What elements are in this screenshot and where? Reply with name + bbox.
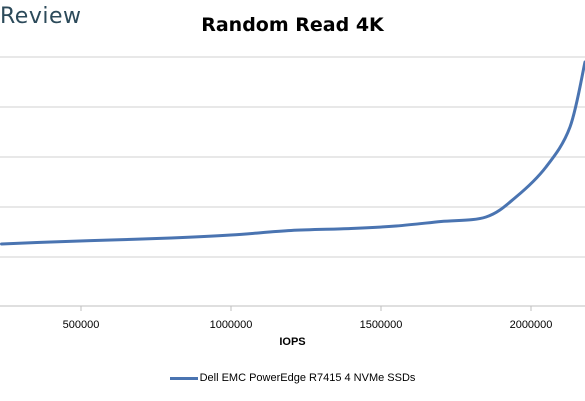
gridlines bbox=[0, 56, 585, 307]
x-tick-label: 1000000 bbox=[210, 319, 253, 331]
series-layer bbox=[0, 60, 585, 246]
series-line bbox=[0, 60, 585, 246]
x-axis-label: IOPS bbox=[279, 336, 306, 348]
chart-title: Random Read 4K bbox=[201, 14, 384, 36]
x-tick-label: 500000 bbox=[63, 319, 100, 331]
brand-logo: Review bbox=[0, 4, 82, 29]
legend-series-name: Dell EMC PowerEdge R7415 4 NVMe SSDs bbox=[199, 372, 416, 384]
x-tick-label: 2000000 bbox=[510, 319, 553, 331]
x-axis-ticks: 500000 1000000 1500000 2000000 bbox=[63, 306, 553, 331]
legend: Dell EMC PowerEdge R7415 4 NVMe SSDs bbox=[0, 372, 585, 384]
x-tick-label: 1500000 bbox=[360, 319, 403, 331]
legend-swatch bbox=[169, 376, 198, 380]
